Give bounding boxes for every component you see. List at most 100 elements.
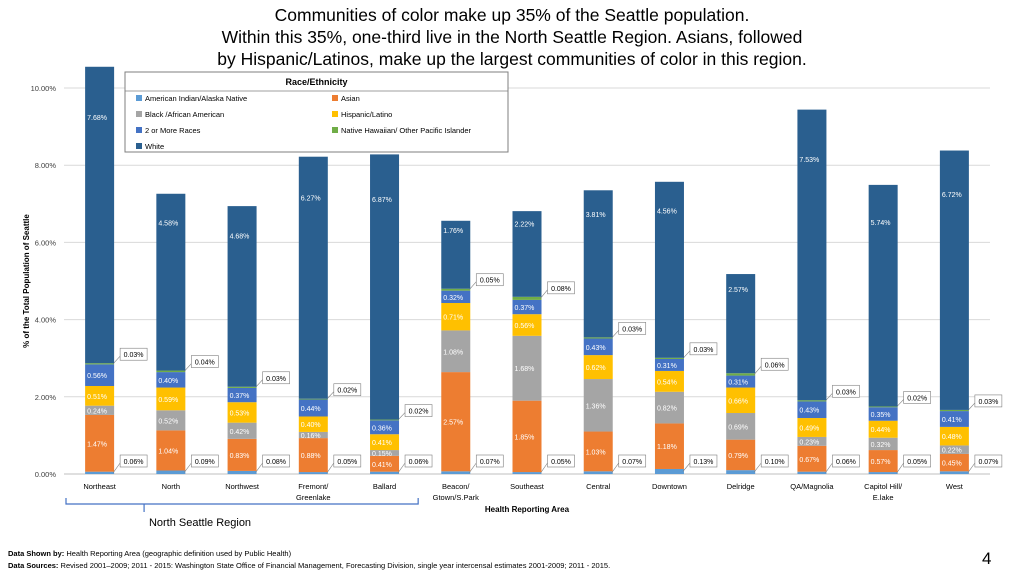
x-tick-label: Delridge — [727, 482, 755, 491]
x-tick-label: Northeast — [83, 482, 116, 491]
bar-segment-black — [512, 335, 542, 401]
bar-segment-white — [227, 206, 257, 387]
legend-swatch-black — [136, 111, 142, 117]
bar-segment-nhpi — [583, 337, 613, 339]
data-label-aian: 0.09% — [195, 459, 215, 466]
data-label-black: 0.52% — [158, 418, 178, 425]
bar-segment-white — [441, 220, 471, 289]
callout-box — [404, 404, 433, 417]
data-label-hispanic: 0.71% — [443, 315, 463, 322]
bar-segment-hispanic — [654, 370, 684, 392]
data-label-aian: 0.05% — [907, 459, 927, 466]
callout-leader — [184, 363, 192, 372]
title-line-1: Communities of color make up 35% of the … — [274, 5, 750, 25]
bar-segment-two_or_more — [156, 372, 186, 388]
data-label-hispanic: 0.44% — [871, 427, 891, 434]
bar-segment-two_or_more — [726, 375, 756, 388]
data-label-asian: 2.57% — [443, 420, 463, 427]
data-label-asian: 1.47% — [87, 441, 107, 448]
y-tick-label: 2.00% — [35, 393, 57, 402]
data-label-white: 4.68% — [230, 234, 250, 241]
legend-title: Race/Ethnicity — [285, 77, 347, 87]
callout-box — [262, 454, 290, 468]
bar-segment-black — [583, 379, 613, 432]
callout-leader — [397, 462, 406, 474]
bar-segment-two_or_more — [654, 358, 684, 371]
data-label-aian: 0.08% — [266, 459, 286, 466]
bar-segment-two_or_more — [85, 364, 115, 386]
bar-segment-white — [654, 181, 684, 358]
data-label-two_or_more: 0.35% — [871, 412, 891, 419]
data-label-asian: 0.57% — [871, 459, 891, 466]
data-label-asian: 1.04% — [158, 448, 178, 455]
bar-segment-asian — [370, 455, 400, 472]
data-label-asian: 0.79% — [728, 453, 748, 460]
callout-box — [903, 454, 931, 468]
data-label-aian: 0.06% — [124, 459, 144, 466]
callout-box — [832, 454, 860, 468]
data-label-hispanic: 0.62% — [586, 365, 606, 372]
data-label-white: 7.53% — [799, 157, 819, 164]
callout-leader — [825, 393, 833, 402]
chart-title: Communities of color make up 35% of the … — [0, 4, 1024, 70]
data-label-nhpi: 0.03% — [836, 389, 856, 396]
callout-leader — [469, 462, 477, 473]
page-number: 4 — [982, 549, 992, 568]
legend-label-hispanic: Hispanic/Latino — [341, 110, 392, 119]
callout-box — [119, 347, 148, 361]
bar-segment-two_or_more — [512, 299, 542, 315]
data-label-nhpi: 0.02% — [337, 388, 357, 395]
data-label-asian: 1.85% — [515, 434, 535, 441]
bar-segment-nhpi — [726, 373, 756, 376]
legend-swatch-nhpi — [332, 127, 338, 133]
data-label-two_or_more: 0.44% — [301, 406, 321, 413]
bar-segment-nhpi — [512, 296, 542, 300]
bar-segment-hispanic — [441, 303, 471, 331]
bar-segment-asian — [726, 439, 756, 471]
bar-segment-aian — [156, 470, 186, 474]
bar-segment-white — [797, 109, 827, 401]
callout-leader — [753, 462, 762, 473]
callout-leader — [112, 462, 121, 474]
bar-segment-nhpi — [654, 357, 684, 359]
data-label-black: 0.23% — [799, 439, 819, 446]
legend-box — [124, 71, 509, 153]
bar-segment-aian — [726, 470, 756, 474]
data-label-aian: 0.10% — [765, 459, 785, 466]
callout-box — [760, 454, 789, 468]
bar-segment-black — [939, 445, 969, 454]
data-label-black: 0.16% — [301, 433, 321, 440]
data-label-aian: 0.06% — [409, 459, 429, 466]
x-tick-label: E.lake — [873, 493, 894, 502]
data-label-hispanic: 0.49% — [799, 425, 819, 432]
bar-segment-two_or_more — [797, 401, 827, 419]
callout-leader — [611, 462, 619, 473]
y-tick-label: 4.00% — [35, 316, 57, 325]
callout-box — [404, 454, 433, 468]
data-label-nhpi: 0.03% — [266, 376, 286, 383]
data-label-two_or_more: 0.43% — [586, 345, 606, 352]
data-label-hispanic: 0.41% — [372, 440, 392, 447]
legend-swatch-white — [136, 143, 142, 149]
callout-box — [475, 454, 504, 468]
bar-segment-white — [512, 211, 542, 297]
data-label-white: 5.74% — [871, 220, 891, 227]
y-tick-label: 6.00% — [35, 238, 57, 247]
data-label-white: 3.81% — [586, 212, 606, 219]
bar-segment-nhpi — [85, 363, 115, 365]
data-label-black: 0.15% — [372, 451, 392, 458]
data-label-white: 2.57% — [728, 287, 748, 294]
data-label-white: 4.58% — [158, 221, 178, 228]
callout-leader — [326, 391, 335, 400]
data-label-white: 7.68% — [87, 115, 107, 122]
bar-segment-black — [797, 436, 827, 446]
data-label-nhpi: 0.03% — [622, 326, 642, 333]
x-tick-label: QA/Magnolia — [790, 482, 834, 491]
data-label-black: 0.22% — [942, 448, 962, 455]
x-tick-label: Central — [586, 482, 611, 491]
x-tick-label: Ballard — [373, 482, 396, 491]
bar-segment-asian — [797, 445, 827, 472]
legend-label-black: Black /African American — [145, 110, 224, 119]
bar-segment-hispanic — [797, 418, 827, 437]
